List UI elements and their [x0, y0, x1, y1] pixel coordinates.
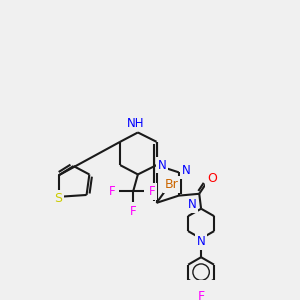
Text: O: O [207, 172, 217, 185]
Text: N: N [188, 199, 196, 212]
Text: F: F [197, 290, 205, 300]
Text: Br: Br [165, 178, 178, 191]
Text: F: F [130, 205, 136, 218]
Text: F: F [148, 185, 155, 198]
Text: N: N [182, 164, 190, 177]
Text: F: F [108, 185, 115, 198]
Text: S: S [55, 192, 63, 205]
Text: NH: NH [127, 117, 145, 130]
Text: N: N [158, 159, 167, 172]
Text: N: N [197, 235, 206, 248]
